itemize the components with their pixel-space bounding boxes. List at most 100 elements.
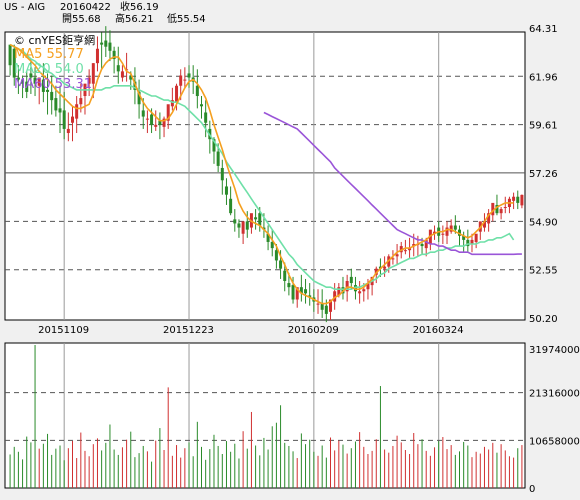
candle-body (462, 235, 466, 240)
volume-grid (5, 392, 525, 441)
candle-body (58, 108, 62, 113)
legend-ma5: MA5 55.77 (14, 47, 84, 62)
candle-body (75, 104, 79, 119)
candle-body (470, 239, 474, 245)
candle-body (349, 276, 353, 284)
candle-body (216, 151, 220, 166)
candle-body (91, 63, 95, 84)
price-tick-label: 59.61 (529, 121, 558, 132)
candle-body (204, 112, 208, 123)
candle-body (150, 114, 154, 125)
date-tick-label: 20160324 (413, 325, 464, 336)
candle-body (66, 128, 70, 134)
candle-body (241, 221, 245, 234)
candle-body (237, 223, 241, 228)
candle-body (12, 48, 16, 78)
volume-bars (9, 345, 523, 488)
candle-body (33, 77, 37, 84)
candle-body (120, 71, 124, 78)
volume-tick-label: 0 (529, 484, 535, 495)
candle-body (403, 250, 407, 252)
candle-body (337, 287, 341, 296)
candle-body (245, 221, 249, 230)
candle-body (62, 110, 66, 129)
candle-body (233, 219, 237, 224)
axis-labels: 64.31 61.96 59.61 57.26 54.90 52.55 50.20 20151… (38, 24, 580, 495)
candle-body (141, 110, 145, 117)
candle-body (145, 118, 149, 120)
price-tick-label: 54.90 (529, 217, 558, 228)
candle-body (512, 196, 516, 201)
candle-body (516, 196, 520, 203)
candle-body (270, 241, 274, 249)
source-label: © cnYES鉅亨網 (14, 33, 95, 47)
candle-body (329, 299, 332, 312)
price-tick-label: 61.96 (529, 72, 558, 83)
candle-body (358, 291, 362, 294)
candle-body (304, 289, 308, 294)
candle-body (29, 73, 33, 78)
candle-body (499, 209, 503, 214)
symbol-label: US - AIG (4, 2, 46, 13)
candle-body (279, 260, 283, 269)
candle-body (200, 104, 203, 107)
candle-body (482, 221, 486, 228)
candle-body (503, 207, 507, 209)
candle-body (495, 204, 499, 214)
date-tick-label: 20160209 (288, 325, 339, 336)
candle-body (295, 287, 299, 300)
close-label: 收56.19 (120, 2, 159, 13)
price-tick-label: 50.20 (529, 314, 558, 325)
price-tick-label: 64.31 (529, 24, 558, 35)
legend-ma20: MA20 54.0 (14, 62, 84, 77)
candle-body (491, 202, 495, 216)
candle-body (391, 258, 395, 260)
ma60-line (263, 111, 522, 256)
candle-body (79, 98, 83, 105)
candle-body (179, 75, 183, 86)
candle-body (308, 295, 312, 298)
date-label: 20160422 (60, 2, 111, 13)
candle-body (433, 231, 437, 234)
volume-tick-label: 10658000 (529, 436, 580, 447)
candle-body (266, 233, 270, 242)
candle-body (170, 100, 174, 107)
candle-body (520, 194, 524, 206)
candle-body (195, 85, 199, 97)
candle-body (316, 303, 320, 305)
candle-body (37, 77, 41, 86)
candle-body (46, 89, 50, 92)
candle-body (21, 79, 25, 84)
candle-body (16, 77, 20, 80)
candle-body (274, 250, 278, 261)
candle-body (54, 98, 58, 111)
candle-body (399, 246, 403, 253)
candle-body (87, 77, 91, 84)
candle-body (408, 248, 412, 251)
candle-body (175, 85, 179, 103)
candle-body (212, 139, 216, 152)
candle-body (395, 254, 399, 257)
candle-body (453, 225, 457, 230)
candle-body (158, 120, 162, 125)
candle-body (25, 81, 29, 92)
candle-body (449, 225, 453, 232)
candle-body (50, 91, 54, 101)
candle-body (445, 227, 449, 236)
candle-body (41, 79, 45, 92)
candle-body (112, 50, 116, 60)
candle-body (383, 266, 387, 269)
candle-body (353, 285, 357, 292)
price-tick-label: 52.55 (529, 266, 558, 277)
candle-body (333, 291, 337, 302)
high-label: 高56.21 (115, 14, 154, 25)
candle-body (287, 283, 291, 288)
candle-body (420, 244, 424, 247)
candle-body (458, 229, 461, 236)
ma5-line (9, 43, 514, 305)
candle-body (345, 281, 349, 292)
candle-body (229, 198, 233, 214)
candle-body (412, 244, 416, 247)
legend: © cnYES鉅亨網 MA5 55.77 MA20 54.0 MA60 53.3… (14, 33, 95, 92)
